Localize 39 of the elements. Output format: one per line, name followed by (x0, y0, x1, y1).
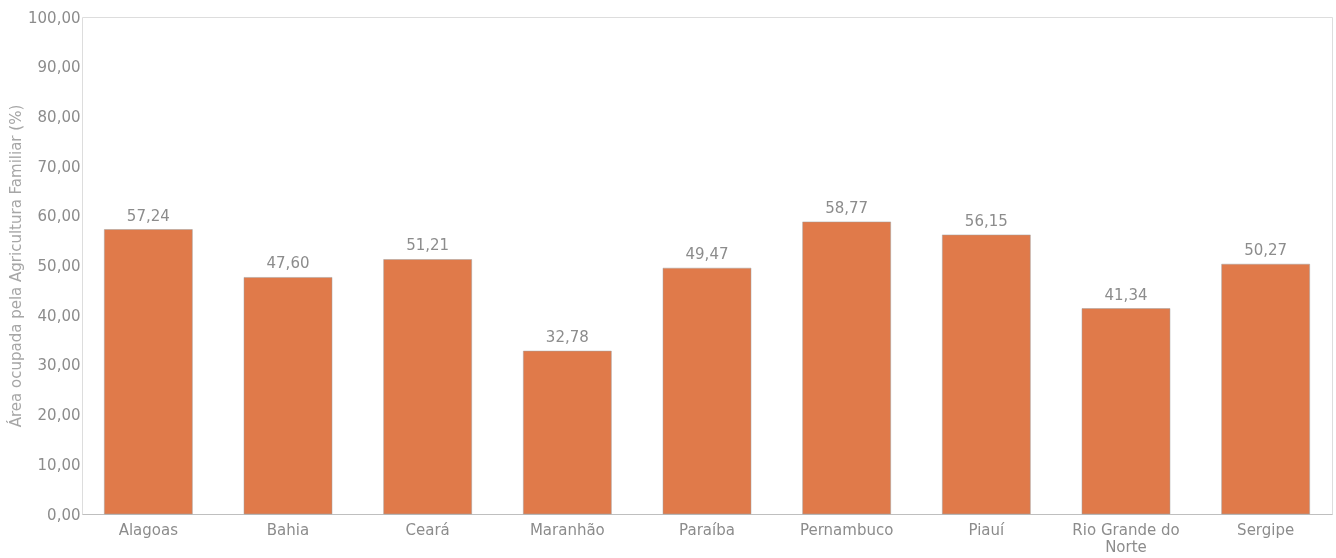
data-label: 50,27 (1244, 241, 1288, 260)
x-tick-label: Piauí (968, 520, 1006, 539)
bar (942, 234, 1031, 515)
data-label: 57,24 (126, 206, 170, 225)
bar (243, 277, 333, 515)
y-tick-label: 20,00 (37, 406, 81, 425)
bar (104, 229, 193, 515)
bar (383, 259, 472, 515)
y-tick-label: 50,00 (37, 257, 81, 275)
bar (1221, 263, 1310, 515)
x-tick-label: Maranhão (529, 520, 605, 539)
x-tick-label: Rio Grande do Norte (1072, 520, 1180, 556)
bar (1081, 308, 1171, 515)
x-tick-label: Alagoas (118, 520, 179, 539)
bar (662, 267, 752, 515)
x-tick-label: Paraíba (679, 520, 735, 539)
bar (523, 350, 612, 515)
bar (802, 221, 891, 515)
y-tick-label: 30,00 (37, 356, 81, 375)
data-label: 58,77 (825, 198, 869, 217)
y-tick-label: 40,00 (37, 306, 81, 325)
data-label: 49,47 (685, 245, 729, 264)
data-label: 41,34 (1104, 285, 1148, 304)
y-tick-label: 90,00 (37, 58, 81, 77)
y-axis-title: Área ocupada pela Agricultura Familiar (%) (6, 104, 26, 428)
x-tick-label: Sergipe (1237, 520, 1295, 539)
data-label: 56,15 (964, 211, 1008, 230)
y-tick-label: 100,00 (28, 8, 81, 27)
x-tick-label: Pernambuco (799, 520, 894, 539)
data-label: 51,21 (406, 236, 450, 255)
data-label: 32,78 (545, 328, 589, 347)
x-tick-label: Ceará (405, 520, 450, 539)
x-tick-label: Bahia (266, 520, 310, 539)
y-tick-label: 80,00 (37, 107, 81, 126)
y-tick-label: 0,00 (47, 505, 81, 524)
y-tick-label: 10,00 (37, 455, 81, 474)
data-label: 47,60 (266, 254, 310, 273)
y-tick-label: 60,00 (37, 207, 81, 226)
y-tick-label: 70,00 (37, 157, 81, 176)
